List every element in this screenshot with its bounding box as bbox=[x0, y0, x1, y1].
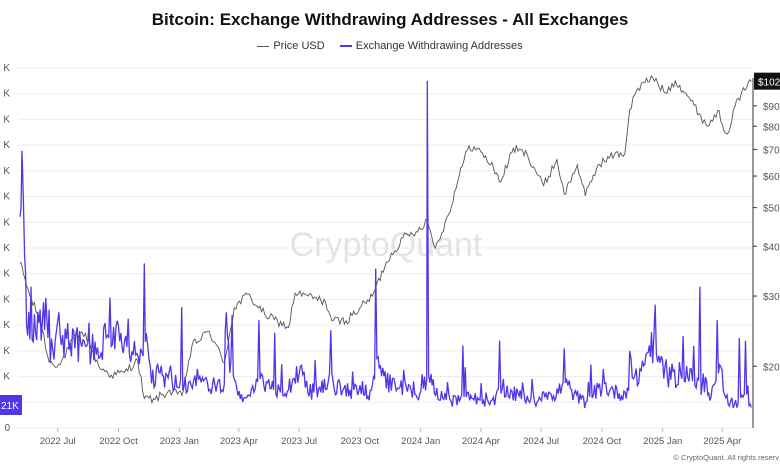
x-tick-label: 2023 Apr bbox=[220, 436, 258, 447]
price-current-badge-label: $102 bbox=[758, 78, 780, 89]
x-tick-label: 2022 Oct bbox=[99, 436, 138, 447]
x-tick-label: 2024 Jan bbox=[401, 436, 440, 447]
right-tick-label: $30 bbox=[763, 292, 780, 303]
left-tick-label: K bbox=[3, 269, 10, 280]
right-tick-label: $20 bbox=[763, 362, 780, 373]
x-tick-label: 2024 Apr bbox=[462, 436, 500, 447]
price-current-badge bbox=[754, 72, 780, 90]
addresses-current-badge-label: 21K bbox=[1, 401, 19, 412]
x-tick-label: 2022 Jul bbox=[40, 436, 76, 447]
right-axis: $20 $30 $40 $50 $60 $70 $80 $90 bbox=[752, 78, 780, 428]
copyright-text: © CryptoQuant. All rights reserv bbox=[673, 453, 779, 462]
legend-swatch-addresses bbox=[339, 45, 352, 48]
x-tick-label: 2025 Jan bbox=[643, 436, 682, 447]
left-tick-label: K bbox=[3, 372, 10, 383]
right-tick-label: $90 bbox=[763, 102, 780, 113]
left-tick-label: K bbox=[3, 320, 10, 331]
chart-legend: Price USD Exchange Withdrawing Addresses bbox=[0, 40, 780, 52]
price-series-line bbox=[19, 75, 752, 405]
addresses-series-line bbox=[19, 80, 752, 409]
watermark: CryptoQuant bbox=[290, 226, 483, 264]
right-tick-label: $70 bbox=[763, 145, 780, 156]
x-axis: 2022 Jul 2022 Oct 2023 Jan 2023 Apr 2023 Jul… bbox=[40, 428, 741, 447]
x-tick-label: 2023 Oct bbox=[341, 436, 380, 447]
x-tick-label: 2023 Jul bbox=[281, 436, 317, 447]
left-tick-label: K bbox=[3, 166, 10, 177]
legend-item-price[interactable]: Price USD bbox=[257, 40, 325, 52]
left-tick-label: K bbox=[3, 217, 10, 228]
x-tick-label: 2024 Jul bbox=[523, 436, 559, 447]
chart-title: Bitcoin: Exchange Withdrawing Addresses … bbox=[151, 10, 629, 29]
legend-label-price: Price USD bbox=[273, 40, 325, 52]
legend-item-addresses[interactable]: Exchange Withdrawing Addresses bbox=[339, 40, 523, 52]
x-tick-label: 2024 Oct bbox=[583, 436, 622, 447]
left-tick-label: 0 bbox=[4, 423, 10, 434]
left-tick-label: K bbox=[3, 63, 10, 74]
left-tick-label: K bbox=[3, 346, 10, 357]
left-tick-label: K bbox=[3, 294, 10, 305]
left-tick-label: K bbox=[3, 114, 10, 125]
legend-label-addresses: Exchange Withdrawing Addresses bbox=[355, 40, 523, 52]
right-tick-label: $80 bbox=[763, 122, 780, 133]
left-tick-label: K bbox=[3, 243, 10, 254]
left-tick-label: K bbox=[3, 140, 10, 151]
left-tick-label: K bbox=[3, 89, 10, 100]
left-axis: 0KKKKKKKKKKKKKK bbox=[3, 63, 10, 434]
right-tick-label: $60 bbox=[763, 172, 780, 183]
addresses-current-badge bbox=[0, 395, 22, 415]
x-tick-label: 2023 Jan bbox=[160, 436, 199, 447]
right-tick-label: $50 bbox=[763, 204, 780, 215]
x-tick-label: 2025 Apr bbox=[703, 436, 741, 447]
legend-swatch-price bbox=[257, 45, 270, 47]
badges-layer: $102 21K bbox=[0, 72, 780, 415]
right-tick-label: $40 bbox=[763, 242, 780, 253]
grid-layer bbox=[18, 67, 752, 429]
left-tick-label: K bbox=[3, 192, 10, 203]
